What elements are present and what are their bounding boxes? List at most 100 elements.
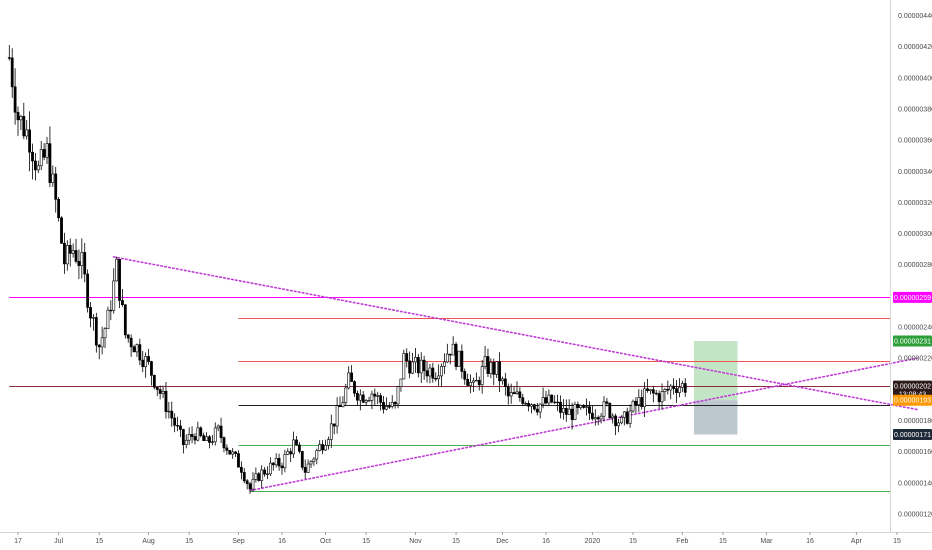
candle-body [666, 388, 670, 391]
candle [414, 348, 417, 373]
candle [152, 374, 156, 390]
candle-body [509, 392, 513, 397]
candle [538, 403, 542, 419]
candle-body [445, 353, 449, 363]
candle [266, 466, 269, 480]
candle [210, 434, 214, 446]
candle [463, 368, 467, 385]
candle [393, 401, 397, 409]
candle-body [106, 309, 110, 330]
candle-body [65, 245, 69, 265]
candle-body [570, 408, 574, 420]
candle-body [460, 350, 464, 372]
badge-171-box [893, 428, 932, 440]
candle-body [196, 427, 200, 441]
candle-body [387, 406, 391, 408]
candle [155, 386, 159, 397]
candle [147, 348, 150, 365]
candle-body [422, 359, 426, 372]
time-axis[interactable]: 17 Jul 15 Aug 15 Sep 16 Oct 15 Nov 15 Dec 16 2020 15 Fe… [14, 532, 901, 545]
candle [451, 336, 455, 356]
candle [45, 136, 49, 164]
candle [89, 302, 92, 328]
candle [196, 421, 200, 442]
candle-body [356, 392, 359, 401]
candle [77, 249, 81, 279]
candle-body [495, 361, 499, 375]
time-tick-label: Mar [760, 538, 773, 545]
candle-body [263, 469, 266, 475]
time-tick-label: 15 [629, 538, 637, 545]
candle [402, 349, 406, 380]
candle [666, 380, 670, 395]
candle [434, 372, 438, 382]
candle [637, 389, 641, 412]
candle [547, 389, 551, 406]
candle-body [80, 252, 84, 266]
candle-body [521, 397, 525, 404]
candle [338, 396, 342, 408]
candle [579, 404, 583, 410]
candle-body [286, 451, 290, 455]
candle-body [295, 439, 298, 446]
candle-body [277, 458, 281, 467]
candle-body [396, 386, 400, 405]
candle [660, 383, 664, 410]
candle [422, 355, 426, 380]
candle [63, 232, 66, 274]
candle-body [324, 445, 327, 451]
candle-body [60, 217, 63, 244]
price-tick-label: 0.00000240 [898, 325, 932, 332]
candle-body [92, 317, 95, 319]
candle-body [611, 415, 615, 418]
candle [57, 197, 61, 222]
candle-body [335, 405, 339, 427]
candle [71, 243, 75, 258]
price-tick-label: 0.00000360 [898, 138, 932, 145]
candle-body [405, 353, 409, 362]
candle-body [129, 337, 133, 348]
candle [498, 352, 501, 392]
candle-body [512, 392, 516, 394]
candle-body [86, 273, 90, 308]
candle [382, 396, 385, 414]
candle-body [202, 435, 206, 441]
candle [396, 385, 400, 409]
candle-body [144, 356, 148, 368]
candle-body [541, 397, 545, 405]
candle [51, 165, 55, 187]
candle-body [385, 406, 388, 410]
candle-body [158, 389, 162, 394]
candle [222, 436, 226, 453]
candle [179, 420, 182, 438]
candle [515, 381, 519, 395]
candle-body [25, 129, 29, 137]
position-boxes[interactable] [693, 341, 738, 435]
candle-body [68, 245, 72, 254]
price-badges: 0.000002590.000002310.0000020213:08:430.… [893, 291, 932, 440]
time-tick-label: 15 [893, 538, 901, 545]
candle [390, 395, 394, 409]
candle [654, 390, 658, 396]
candle-body [620, 417, 623, 424]
candle-body [651, 389, 655, 394]
candle [367, 396, 371, 402]
candle-body [579, 405, 583, 409]
candle [277, 453, 281, 471]
candle-body [74, 250, 78, 262]
candle [443, 353, 446, 375]
candle-body [303, 467, 307, 473]
price-axis[interactable]: 0.00000440 0.00000420 0.00000400 0.00000380… [898, 13, 932, 518]
candle-body [251, 478, 255, 490]
candle-body [628, 410, 632, 424]
candle-body [474, 380, 478, 382]
candle [42, 143, 46, 161]
horizontal-levels[interactable] [9, 297, 890, 492]
candle [503, 372, 507, 396]
candle-body [289, 451, 293, 455]
candle [387, 402, 391, 409]
candle [68, 238, 72, 267]
candle-body [266, 473, 269, 475]
trendlines[interactable] [112, 256, 919, 492]
